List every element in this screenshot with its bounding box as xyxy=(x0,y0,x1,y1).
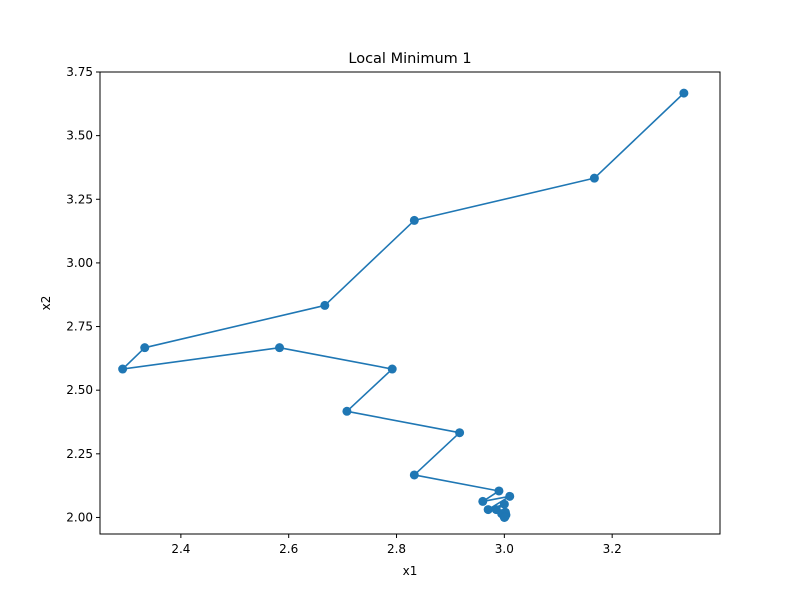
data-point xyxy=(387,364,397,374)
y-tick-label: 2.75 xyxy=(66,320,93,334)
data-point xyxy=(140,343,150,353)
y-tick-label: 2.25 xyxy=(66,447,93,461)
data-point xyxy=(499,499,509,509)
x-tick-label: 3.0 xyxy=(495,542,514,556)
x-tick-label: 3.2 xyxy=(603,542,622,556)
x-axis-label: x1 xyxy=(403,564,418,578)
x-tick-label: 2.8 xyxy=(387,542,406,556)
x-tick-label: 2.4 xyxy=(171,542,190,556)
y-tick-label: 3.00 xyxy=(66,256,93,270)
data-point xyxy=(499,512,509,522)
chart-title: Local Minimum 1 xyxy=(348,51,471,67)
y-tick-label: 3.50 xyxy=(66,129,93,143)
series-layer xyxy=(118,88,689,522)
data-point xyxy=(455,428,465,438)
x-tick-label: 2.6 xyxy=(279,542,298,556)
plot-background xyxy=(100,72,720,534)
y-tick-label: 3.25 xyxy=(66,192,93,206)
data-point xyxy=(483,505,493,515)
y-axis-label: x2 xyxy=(39,296,53,311)
x-axis: 2.4 2.6 2.8 3.0 3.2 xyxy=(171,534,622,556)
data-point xyxy=(505,491,515,501)
data-point xyxy=(478,496,488,506)
data-point xyxy=(118,364,128,374)
data-point xyxy=(275,343,285,353)
plot-frame xyxy=(99,71,721,535)
data-point xyxy=(409,470,419,480)
data-point xyxy=(409,215,419,225)
data-point xyxy=(320,300,330,310)
data-point xyxy=(589,173,599,183)
data-point xyxy=(679,88,689,98)
y-axis: 2.00 2.25 2.50 2.75 3.00 3.25 3.50 3.75 xyxy=(66,65,100,524)
y-tick-label: 2.00 xyxy=(66,510,93,524)
data-point xyxy=(494,486,504,496)
y-tick-label: 3.75 xyxy=(66,65,93,79)
data-point xyxy=(342,406,352,416)
y-tick-label: 2.50 xyxy=(66,383,93,397)
